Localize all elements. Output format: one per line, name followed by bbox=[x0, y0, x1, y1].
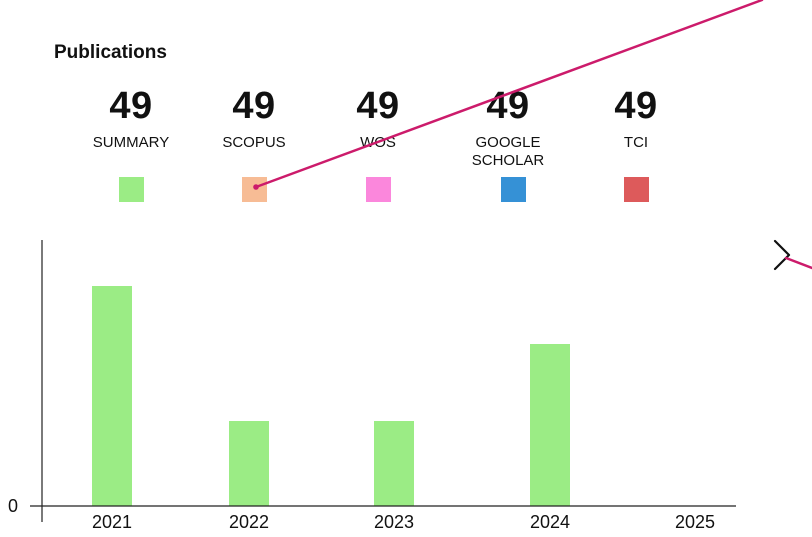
x-tick-label: 2022 bbox=[229, 512, 269, 532]
stat-summary: 49 SUMMARY bbox=[66, 84, 196, 152]
y-tick-labels: 0 bbox=[8, 496, 18, 516]
x-tick-label: 2024 bbox=[530, 512, 570, 532]
bar-2023[interactable] bbox=[374, 421, 414, 506]
bar-2024[interactable] bbox=[530, 344, 570, 506]
bar-2022[interactable] bbox=[229, 421, 269, 506]
stat-count: 49 bbox=[109, 85, 153, 127]
chart-bars bbox=[92, 286, 570, 506]
x-tick-labels: 2021 2022 2023 2024 2025 bbox=[92, 512, 715, 532]
chevron-right-icon[interactable] bbox=[768, 238, 798, 274]
x-tick-label: 2021 bbox=[92, 512, 132, 532]
swatch-summary[interactable] bbox=[119, 177, 144, 202]
y-tick-label: 0 bbox=[8, 496, 18, 516]
section-title: Publications bbox=[54, 42, 167, 63]
stat-label: SUMMARY bbox=[92, 134, 170, 151]
x-tick-label: 2025 bbox=[675, 512, 715, 532]
x-tick-label: 2023 bbox=[374, 512, 414, 532]
bar-2021[interactable] bbox=[92, 286, 132, 506]
